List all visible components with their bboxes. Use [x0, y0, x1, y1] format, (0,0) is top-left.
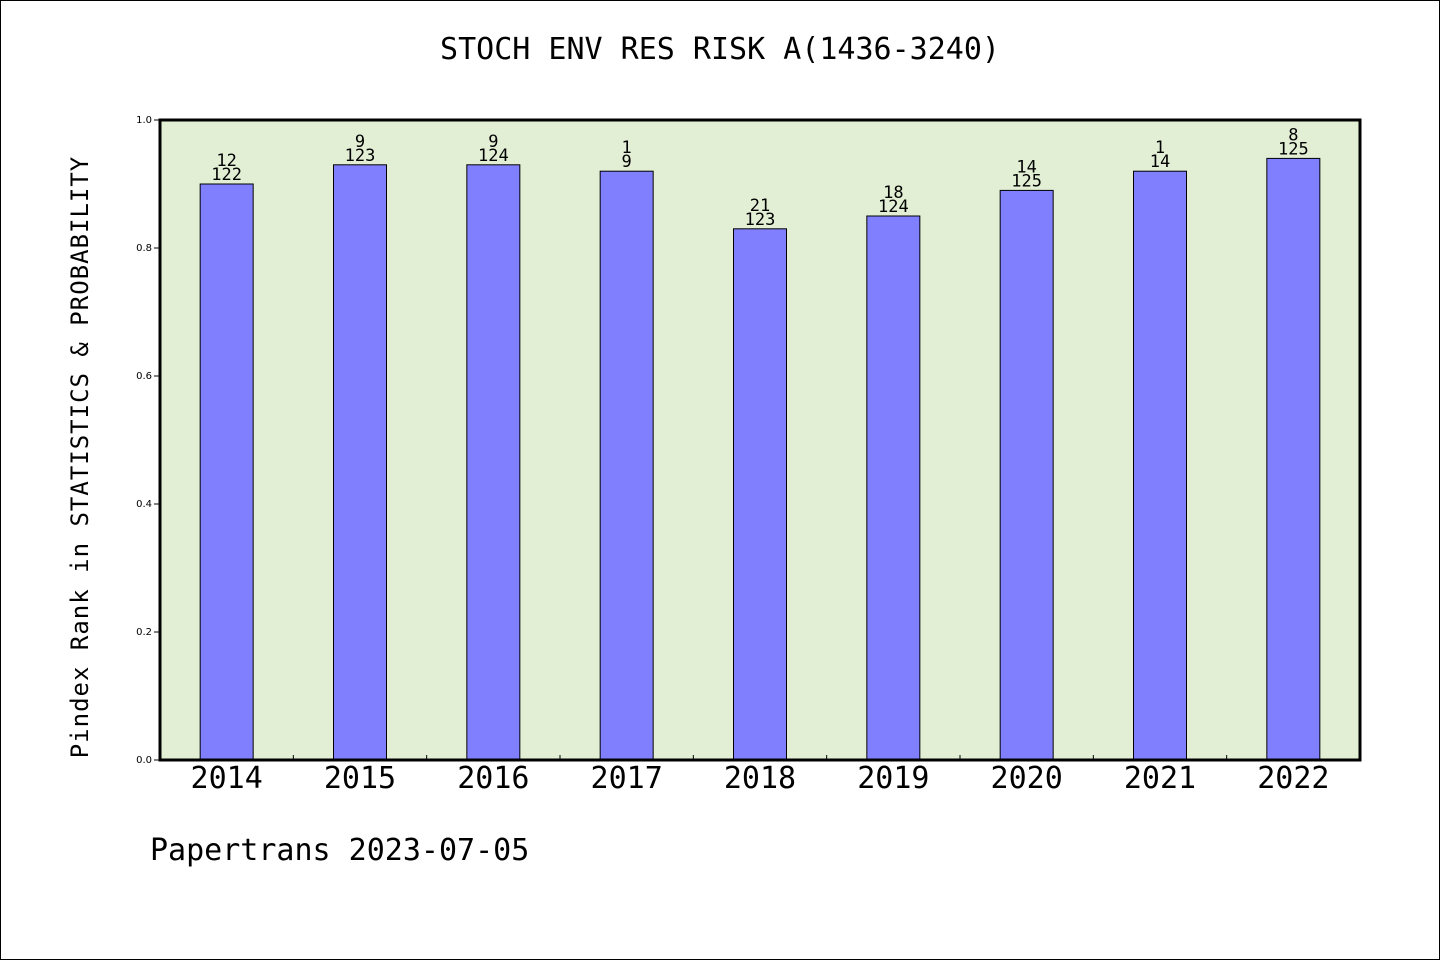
x-tick-label: 2022: [1257, 761, 1329, 796]
bar-rank-label: 14: [1016, 157, 1036, 177]
y-tick-label: 0.2: [136, 627, 152, 638]
bar: [599, 170, 654, 761]
bar-rank-label: 8: [1288, 125, 1298, 145]
bar-total-label: 124: [478, 146, 509, 166]
bar-rank-label: 18: [883, 183, 903, 203]
x-tick-label: 2017: [591, 761, 663, 796]
bar-rank-label: 9: [355, 132, 365, 152]
bar-rank-label: 1: [622, 138, 632, 158]
x-tick-label: 2019: [857, 761, 929, 796]
bar-rank-label: 9: [488, 132, 498, 152]
bar: [866, 215, 921, 761]
x-tick-label: 2015: [324, 761, 396, 796]
y-tick-label: 1.0: [136, 115, 152, 126]
y-tick-label: 0.6: [136, 371, 152, 382]
x-tick-label: 2016: [457, 761, 529, 796]
bar-rank-label: 12: [216, 151, 236, 171]
plot-border: [158, 118, 1362, 762]
bar-total-label: 125: [1011, 171, 1042, 191]
bar: [199, 183, 254, 761]
bar: [333, 164, 387, 761]
bar-total-label: 9: [622, 152, 632, 172]
bar-total-label: 14: [1150, 152, 1170, 172]
bar-rank-label: 21: [750, 196, 770, 216]
bar-total-label: 124: [878, 197, 909, 217]
bar-total-label: 125: [1278, 139, 1309, 159]
x-tick-label: 2014: [191, 761, 263, 796]
bar: [1266, 157, 1321, 761]
bar-total-label: 122: [211, 165, 242, 185]
x-tick-label: 2018: [724, 761, 796, 796]
chart-title: STOCH ENV RES RISK A(1436-3240): [440, 32, 1000, 67]
footer-note: Papertrans 2023-07-05: [150, 833, 530, 868]
y-tick-label: 0.4: [136, 499, 152, 510]
x-tick-label: 2020: [991, 761, 1063, 796]
bar: [999, 189, 1054, 761]
bar-total-label: 123: [745, 210, 776, 230]
x-tick-label: 2021: [1124, 761, 1196, 796]
bar-total-label: 123: [345, 146, 376, 166]
bar-rank-label: 1: [1155, 138, 1165, 158]
y-tick-label: 0.0: [136, 755, 152, 766]
y-tick-label: 0.8: [136, 243, 152, 254]
bar: [733, 228, 787, 761]
bar: [1133, 170, 1187, 761]
bar: [466, 164, 521, 761]
